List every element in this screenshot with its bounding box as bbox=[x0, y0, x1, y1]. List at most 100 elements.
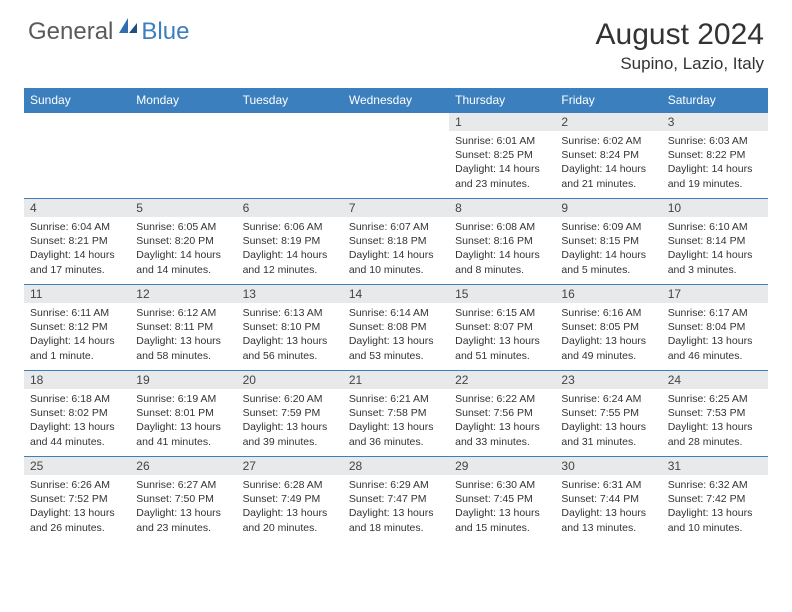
calendar-day-cell: 16Sunrise: 6:16 AMSunset: 8:05 PMDayligh… bbox=[555, 285, 661, 371]
sunrise-line: Sunrise: 6:10 AM bbox=[668, 220, 762, 234]
day-details: Sunrise: 6:27 AMSunset: 7:50 PMDaylight:… bbox=[130, 475, 236, 539]
daylight-line: Daylight: 13 hours and 39 minutes. bbox=[243, 420, 337, 448]
calendar-day-cell: 10Sunrise: 6:10 AMSunset: 8:14 PMDayligh… bbox=[662, 199, 768, 285]
day-number: 25 bbox=[24, 457, 130, 475]
calendar-table: SundayMondayTuesdayWednesdayThursdayFrid… bbox=[24, 88, 768, 543]
sunset-line: Sunset: 8:04 PM bbox=[668, 320, 762, 334]
sunrise-line: Sunrise: 6:32 AM bbox=[668, 478, 762, 492]
daylight-line: Daylight: 13 hours and 51 minutes. bbox=[455, 334, 549, 362]
daylight-line: Daylight: 13 hours and 58 minutes. bbox=[136, 334, 230, 362]
sunset-line: Sunset: 7:47 PM bbox=[349, 492, 443, 506]
day-number: 17 bbox=[662, 285, 768, 303]
sunset-line: Sunset: 8:16 PM bbox=[455, 234, 549, 248]
day-details: Sunrise: 6:21 AMSunset: 7:58 PMDaylight:… bbox=[343, 389, 449, 453]
sunrise-line: Sunrise: 6:17 AM bbox=[668, 306, 762, 320]
day-number: 28 bbox=[343, 457, 449, 475]
sunrise-line: Sunrise: 6:26 AM bbox=[30, 478, 124, 492]
sunset-line: Sunset: 8:05 PM bbox=[561, 320, 655, 334]
weekday-header: Tuesday bbox=[237, 88, 343, 113]
weekday-header: Saturday bbox=[662, 88, 768, 113]
sunset-line: Sunset: 8:22 PM bbox=[668, 148, 762, 162]
calendar-week-row: 11Sunrise: 6:11 AMSunset: 8:12 PMDayligh… bbox=[24, 285, 768, 371]
calendar-day-cell: 8Sunrise: 6:08 AMSunset: 8:16 PMDaylight… bbox=[449, 199, 555, 285]
day-number: 27 bbox=[237, 457, 343, 475]
calendar-day-cell: 7Sunrise: 6:07 AMSunset: 8:18 PMDaylight… bbox=[343, 199, 449, 285]
day-number: 12 bbox=[130, 285, 236, 303]
calendar-day-cell: 4Sunrise: 6:04 AMSunset: 8:21 PMDaylight… bbox=[24, 199, 130, 285]
day-details: Sunrise: 6:10 AMSunset: 8:14 PMDaylight:… bbox=[662, 217, 768, 281]
day-number: 16 bbox=[555, 285, 661, 303]
calendar-week-row: 4Sunrise: 6:04 AMSunset: 8:21 PMDaylight… bbox=[24, 199, 768, 285]
sunrise-line: Sunrise: 6:24 AM bbox=[561, 392, 655, 406]
day-details: Sunrise: 6:16 AMSunset: 8:05 PMDaylight:… bbox=[555, 303, 661, 367]
calendar-day-cell: 3Sunrise: 6:03 AMSunset: 8:22 PMDaylight… bbox=[662, 113, 768, 199]
sunset-line: Sunset: 8:19 PM bbox=[243, 234, 337, 248]
day-number: 21 bbox=[343, 371, 449, 389]
sunrise-line: Sunrise: 6:30 AM bbox=[455, 478, 549, 492]
weekday-header-row: SundayMondayTuesdayWednesdayThursdayFrid… bbox=[24, 88, 768, 113]
day-number: 10 bbox=[662, 199, 768, 217]
calendar-week-row: 18Sunrise: 6:18 AMSunset: 8:02 PMDayligh… bbox=[24, 371, 768, 457]
sunset-line: Sunset: 8:08 PM bbox=[349, 320, 443, 334]
calendar-day-cell: 5Sunrise: 6:05 AMSunset: 8:20 PMDaylight… bbox=[130, 199, 236, 285]
day-number: 9 bbox=[555, 199, 661, 217]
day-details: Sunrise: 6:32 AMSunset: 7:42 PMDaylight:… bbox=[662, 475, 768, 539]
daylight-line: Daylight: 14 hours and 10 minutes. bbox=[349, 248, 443, 276]
daylight-line: Daylight: 13 hours and 20 minutes. bbox=[243, 506, 337, 534]
day-number: 15 bbox=[449, 285, 555, 303]
calendar-day-cell: 30Sunrise: 6:31 AMSunset: 7:44 PMDayligh… bbox=[555, 457, 661, 543]
calendar-day-cell: 13Sunrise: 6:13 AMSunset: 8:10 PMDayligh… bbox=[237, 285, 343, 371]
calendar-day-cell: 23Sunrise: 6:24 AMSunset: 7:55 PMDayligh… bbox=[555, 371, 661, 457]
day-number: 8 bbox=[449, 199, 555, 217]
daylight-line: Daylight: 13 hours and 53 minutes. bbox=[349, 334, 443, 362]
day-details: Sunrise: 6:26 AMSunset: 7:52 PMDaylight:… bbox=[24, 475, 130, 539]
calendar-day-cell: 31Sunrise: 6:32 AMSunset: 7:42 PMDayligh… bbox=[662, 457, 768, 543]
calendar-day-cell: 21Sunrise: 6:21 AMSunset: 7:58 PMDayligh… bbox=[343, 371, 449, 457]
day-number: 14 bbox=[343, 285, 449, 303]
day-details: Sunrise: 6:01 AMSunset: 8:25 PMDaylight:… bbox=[449, 131, 555, 195]
calendar-day-cell bbox=[130, 113, 236, 199]
sunset-line: Sunset: 8:14 PM bbox=[668, 234, 762, 248]
calendar-day-cell: 28Sunrise: 6:29 AMSunset: 7:47 PMDayligh… bbox=[343, 457, 449, 543]
sunset-line: Sunset: 7:50 PM bbox=[136, 492, 230, 506]
daylight-line: Daylight: 14 hours and 23 minutes. bbox=[455, 162, 549, 190]
weekday-header: Wednesday bbox=[343, 88, 449, 113]
sunset-line: Sunset: 8:18 PM bbox=[349, 234, 443, 248]
day-number: 23 bbox=[555, 371, 661, 389]
sunrise-line: Sunrise: 6:04 AM bbox=[30, 220, 124, 234]
day-details: Sunrise: 6:08 AMSunset: 8:16 PMDaylight:… bbox=[449, 217, 555, 281]
sunrise-line: Sunrise: 6:11 AM bbox=[30, 306, 124, 320]
day-details: Sunrise: 6:03 AMSunset: 8:22 PMDaylight:… bbox=[662, 131, 768, 195]
calendar-day-cell: 22Sunrise: 6:22 AMSunset: 7:56 PMDayligh… bbox=[449, 371, 555, 457]
day-details: Sunrise: 6:17 AMSunset: 8:04 PMDaylight:… bbox=[662, 303, 768, 367]
sunrise-line: Sunrise: 6:22 AM bbox=[455, 392, 549, 406]
day-details: Sunrise: 6:25 AMSunset: 7:53 PMDaylight:… bbox=[662, 389, 768, 453]
day-details: Sunrise: 6:24 AMSunset: 7:55 PMDaylight:… bbox=[555, 389, 661, 453]
daylight-line: Daylight: 13 hours and 56 minutes. bbox=[243, 334, 337, 362]
day-details: Sunrise: 6:09 AMSunset: 8:15 PMDaylight:… bbox=[555, 217, 661, 281]
sunset-line: Sunset: 7:58 PM bbox=[349, 406, 443, 420]
month-title: August 2024 bbox=[596, 18, 764, 52]
calendar-day-cell: 1Sunrise: 6:01 AMSunset: 8:25 PMDaylight… bbox=[449, 113, 555, 199]
sunrise-line: Sunrise: 6:05 AM bbox=[136, 220, 230, 234]
sunset-line: Sunset: 7:59 PM bbox=[243, 406, 337, 420]
day-details: Sunrise: 6:29 AMSunset: 7:47 PMDaylight:… bbox=[343, 475, 449, 539]
day-number: 19 bbox=[130, 371, 236, 389]
sunrise-line: Sunrise: 6:20 AM bbox=[243, 392, 337, 406]
daylight-line: Daylight: 13 hours and 13 minutes. bbox=[561, 506, 655, 534]
day-details: Sunrise: 6:15 AMSunset: 8:07 PMDaylight:… bbox=[449, 303, 555, 367]
calendar-day-cell: 26Sunrise: 6:27 AMSunset: 7:50 PMDayligh… bbox=[130, 457, 236, 543]
calendar-day-cell: 24Sunrise: 6:25 AMSunset: 7:53 PMDayligh… bbox=[662, 371, 768, 457]
brand-part1: General bbox=[28, 18, 113, 46]
calendar-day-cell bbox=[237, 113, 343, 199]
sunrise-line: Sunrise: 6:09 AM bbox=[561, 220, 655, 234]
page-header: General Blue August 2024 Supino, Lazio, … bbox=[0, 0, 792, 82]
day-details: Sunrise: 6:02 AMSunset: 8:24 PMDaylight:… bbox=[555, 131, 661, 195]
calendar-day-cell: 15Sunrise: 6:15 AMSunset: 8:07 PMDayligh… bbox=[449, 285, 555, 371]
daylight-line: Daylight: 14 hours and 3 minutes. bbox=[668, 248, 762, 276]
daylight-line: Daylight: 13 hours and 10 minutes. bbox=[668, 506, 762, 534]
sunrise-line: Sunrise: 6:18 AM bbox=[30, 392, 124, 406]
daylight-line: Daylight: 13 hours and 15 minutes. bbox=[455, 506, 549, 534]
daylight-line: Daylight: 13 hours and 26 minutes. bbox=[30, 506, 124, 534]
sunset-line: Sunset: 8:24 PM bbox=[561, 148, 655, 162]
